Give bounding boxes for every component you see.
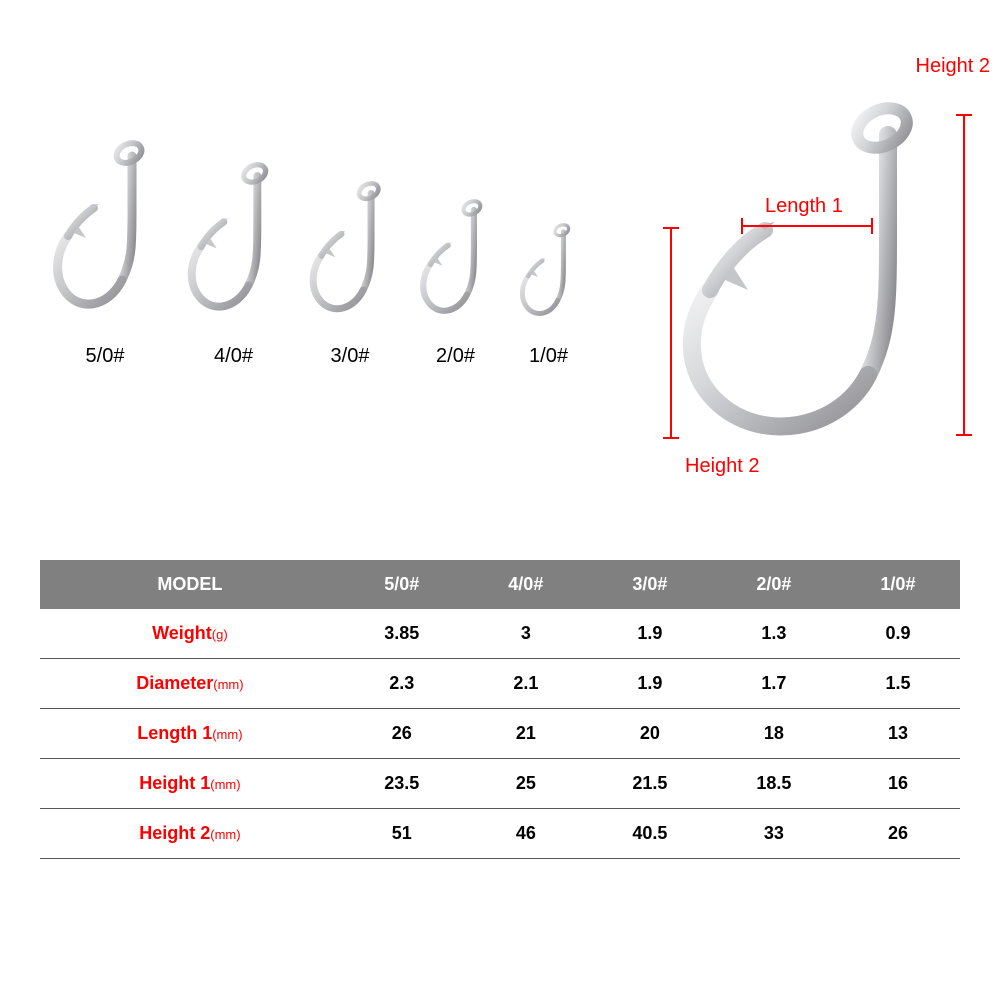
table-header-cell: MODEL — [40, 560, 340, 609]
table-header-cell: 5/0# — [340, 560, 464, 609]
dim-line-length1 — [742, 225, 872, 227]
hook-item: 3/0# — [307, 181, 393, 368]
hook-icon — [307, 181, 393, 325]
row-label-cell: Length 1(mm) — [40, 709, 340, 759]
dim-line-height-left — [670, 228, 672, 438]
table-header-row: MODEL5/0#4/0#3/0#2/0#1/0# — [40, 560, 960, 609]
table-cell: 1.9 — [588, 659, 712, 709]
table-cell: 23.5 — [340, 759, 464, 809]
table-cell: 18 — [712, 709, 836, 759]
table-cell: 20 — [588, 709, 712, 759]
table-cell: 3.85 — [340, 609, 464, 659]
spec-table: MODEL5/0#4/0#3/0#2/0#1/0# Weight(g)3.853… — [40, 560, 960, 859]
row-label-cell: Weight(g) — [40, 609, 340, 659]
dim-cap — [956, 114, 972, 116]
hook-item: 5/0# — [50, 140, 160, 368]
table-cell: 2.3 — [340, 659, 464, 709]
row-label-cell: Height 2(mm) — [40, 809, 340, 859]
table-cell: 33 — [712, 809, 836, 859]
table-cell: 3 — [464, 609, 588, 659]
dim-cap — [871, 218, 873, 234]
dim-line-height2 — [963, 115, 965, 435]
hook-size-row: 5/0# 4/0# 3/0# — [50, 140, 579, 368]
table-cell: 2.1 — [464, 659, 588, 709]
table-header-cell: 1/0# — [836, 560, 960, 609]
hook-icon — [185, 162, 282, 325]
table-cell: 21.5 — [588, 759, 712, 809]
table-cell: 1.9 — [588, 609, 712, 659]
table-header-cell: 4/0# — [464, 560, 588, 609]
table-cell: 1.5 — [836, 659, 960, 709]
table-row: Height 2(mm)514640.53326 — [40, 809, 960, 859]
table-cell: 18.5 — [712, 759, 836, 809]
big-hook-diagram: Height 2 Length 1 Height 2 — [630, 90, 970, 490]
table-cell: 21 — [464, 709, 588, 759]
dim-cap — [663, 437, 679, 439]
label-height2-top: Height 2 — [916, 55, 991, 78]
table-body: Weight(g)3.8531.91.30.9Diameter(mm)2.32.… — [40, 609, 960, 859]
hook-size-label: 2/0# — [436, 345, 475, 368]
hook-size-label: 3/0# — [331, 345, 370, 368]
hook-icon — [50, 140, 160, 325]
table-cell: 26 — [836, 809, 960, 859]
row-label-cell: Diameter(mm) — [40, 659, 340, 709]
dim-cap — [956, 434, 972, 436]
table-cell: 40.5 — [588, 809, 712, 859]
table-cell: 51 — [340, 809, 464, 859]
hook-size-label: 1/0# — [529, 345, 568, 368]
table-cell: 26 — [340, 709, 464, 759]
hook-item: 4/0# — [185, 162, 282, 368]
big-hook-svg — [630, 90, 970, 490]
table-cell: 0.9 — [836, 609, 960, 659]
dim-cap — [663, 227, 679, 229]
table-row: Height 1(mm)23.52521.518.516 — [40, 759, 960, 809]
diagram-area: 5/0# 4/0# 3/0# — [0, 80, 1000, 500]
table-row: Length 1(mm)2621201813 — [40, 709, 960, 759]
hook-icon — [418, 199, 493, 325]
table-row: Diameter(mm)2.32.11.91.71.5 — [40, 659, 960, 709]
table-cell: 46 — [464, 809, 588, 859]
hook-size-label: 5/0# — [86, 345, 125, 368]
row-label-cell: Height 1(mm) — [40, 759, 340, 809]
hook-item: 1/0# — [518, 223, 579, 368]
table-header-cell: 3/0# — [588, 560, 712, 609]
table-cell: 25 — [464, 759, 588, 809]
table-cell: 1.3 — [712, 609, 836, 659]
hook-size-label: 4/0# — [214, 345, 253, 368]
label-height2-bottom: Height 2 — [685, 455, 760, 478]
table-row: Weight(g)3.8531.91.30.9 — [40, 609, 960, 659]
hook-item: 2/0# — [418, 199, 493, 368]
label-length1: Length 1 — [765, 195, 843, 218]
hook-icon — [518, 223, 579, 325]
table-cell: 13 — [836, 709, 960, 759]
table-cell: 16 — [836, 759, 960, 809]
table-header-cell: 2/0# — [712, 560, 836, 609]
table-cell: 1.7 — [712, 659, 836, 709]
dim-cap — [741, 218, 743, 234]
